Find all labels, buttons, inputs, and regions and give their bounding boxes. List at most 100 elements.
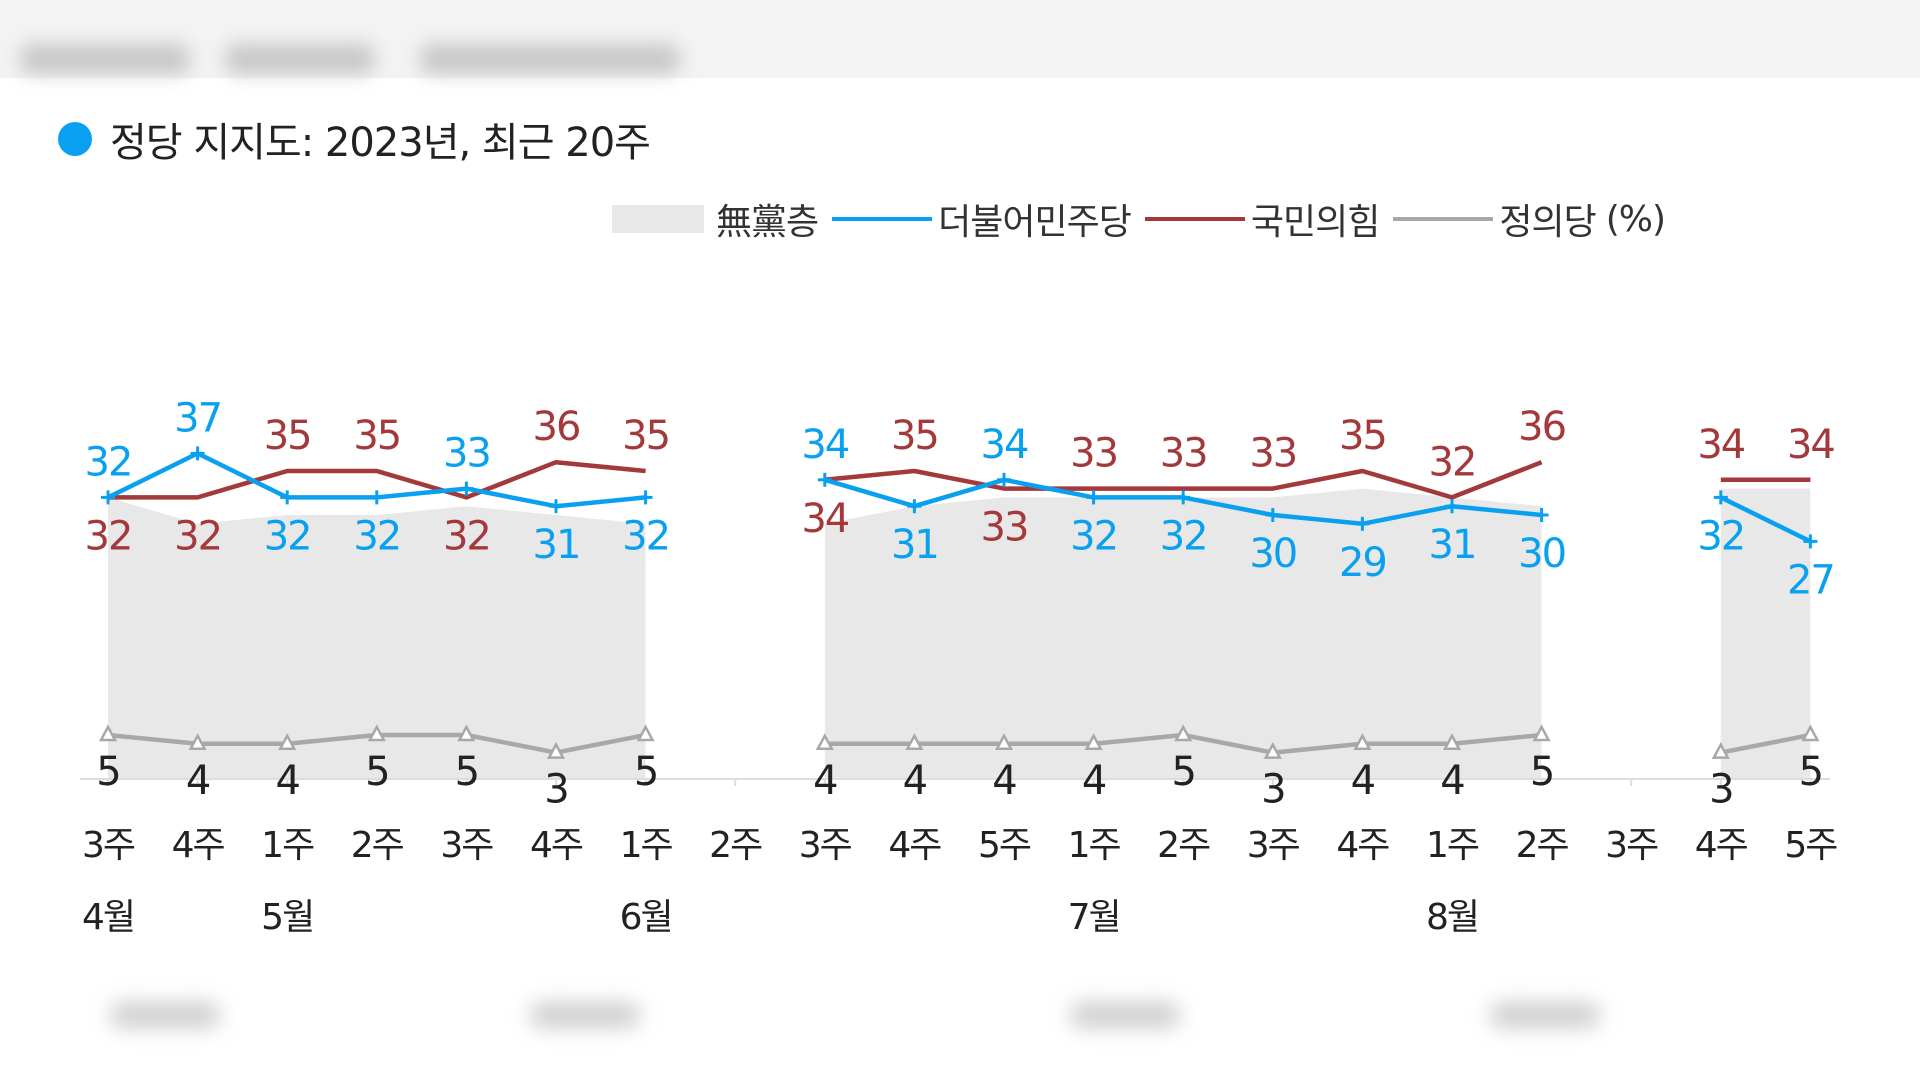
data-label: 5 [1171,749,1194,795]
legend-line-justice [1393,217,1494,221]
chart-title-text: 정당 지지도: 2023년, 최근 20주 [110,120,651,166]
x-tick-label: 2주 [1157,825,1210,866]
data-point-marker [98,724,118,742]
data-label: 32 [443,513,490,559]
data-label: 4 [1440,758,1464,804]
data-label: 32 [264,513,311,559]
data-label: 5 [96,749,119,795]
data-label: 35 [622,413,669,459]
x-tick-label: 3주 [440,825,493,866]
legend-item-unaffiliated: 無黨층 [612,193,819,245]
data-point-marker [905,733,924,751]
x-tick-label: 1주 [1068,825,1121,866]
legend-item-ppp: 국민의힘 [1144,193,1380,245]
data-label: 5 [455,749,478,795]
title-bullet-icon [58,122,92,156]
data-label: 34 [1787,422,1834,468]
data-label: 33 [1070,431,1117,477]
data-point-marker [1263,741,1282,759]
legend-unit: (%) [1605,198,1666,240]
series-line-ppp [108,459,646,500]
data-point-marker [1442,733,1462,751]
x-tick-label: 3주 [1605,825,1658,866]
data-label: 36 [533,404,580,450]
x-tick-label: 4주 [530,825,583,866]
legend-item-democratic: 더불어민주당 [832,193,1132,245]
area-unaffiliated-segment-1 [824,488,1542,779]
data-label: 34 [801,496,848,542]
legend-line-democratic [832,217,933,221]
data-label: 34 [981,422,1028,468]
data-point-marker [1084,733,1103,751]
data-label: 29 [1339,540,1386,586]
data-label: 35 [353,413,400,459]
area-unaffiliated-segment-0 [108,497,646,779]
blurred-header-strip [0,0,1920,78]
series-line-justice [1720,732,1811,755]
data-point-marker [1711,741,1730,759]
legend-item-justice: 정의당 (%) [1393,193,1666,245]
data-label: 31 [533,522,580,568]
data-point-marker [457,724,476,742]
month-label: 7월 [1068,897,1120,938]
x-tick-label: 4주 [172,825,225,866]
data-label: 35 [1339,413,1386,459]
x-tick-label: 2주 [709,825,762,866]
data-label: 33 [443,431,490,477]
data-label: 33 [1249,431,1296,477]
series-line-ppp [824,460,1543,500]
data-label: 34 [1697,422,1744,468]
month-label: 4월 [82,897,134,938]
legend-label-democratic: 더불어민주당 [938,202,1132,243]
x-tick-label: 5주 [978,825,1031,866]
data-label: 4 [275,758,299,804]
month-label: 5월 [261,897,313,938]
data-point-marker [994,733,1014,751]
data-label: 5 [1530,749,1553,795]
data-point-marker [636,724,655,742]
data-label: 3 [1709,767,1732,813]
month-label: 6월 [620,897,672,938]
data-point-marker [546,741,566,759]
data-label: 32 [353,513,400,559]
x-tick-label: 4주 [1336,825,1389,866]
data-point-marker [815,733,834,751]
x-tick-label: 4주 [888,825,941,866]
x-tick-label: 3주 [82,825,135,866]
series-line-democratic [1719,495,1812,544]
data-label: 32 [174,513,221,559]
legend-label-ppp: 국민의힘 [1250,202,1380,243]
chart-legend: 無黨층 더불어민주당 국민의힘 정의당 (%) [612,194,1679,244]
data-label: 32 [85,439,132,485]
x-tick-label: 2주 [351,825,404,866]
data-label: 27 [1787,557,1834,603]
data-label: 30 [1249,531,1296,577]
data-label: 30 [1518,531,1565,577]
data-label: 4 [1351,758,1375,804]
x-tick-label: 5주 [1784,825,1837,866]
data-label: 34 [801,422,848,468]
data-label: 32 [85,513,132,559]
x-tick-label: 3주 [1247,825,1300,866]
data-point-marker [278,733,297,751]
data-point-marker [1532,724,1551,742]
month-label: 8월 [1426,897,1478,938]
area-unaffiliated-segment-2 [1720,488,1811,779]
data-point-marker [188,733,207,751]
data-label: 4 [813,758,837,804]
data-label: 5 [1799,749,1822,795]
x-tick-label: 1주 [261,825,314,866]
data-point-marker [1174,724,1193,742]
data-point-marker [1353,733,1372,751]
x-tick-label: 3주 [799,825,852,866]
data-point-marker [1801,724,1820,742]
data-label: 32 [1697,513,1744,559]
chart-title: 정당 지지도: 2023년, 최근 20주 [58,112,651,166]
data-label: 36 [1518,404,1565,450]
data-label: 35 [264,413,311,459]
legend-area-swatch [612,205,704,233]
data-label: 5 [634,749,657,795]
legend-label-unaffiliated: 無黨층 [716,202,819,243]
data-label: 4 [1082,758,1106,804]
data-label: 3 [1261,767,1284,813]
